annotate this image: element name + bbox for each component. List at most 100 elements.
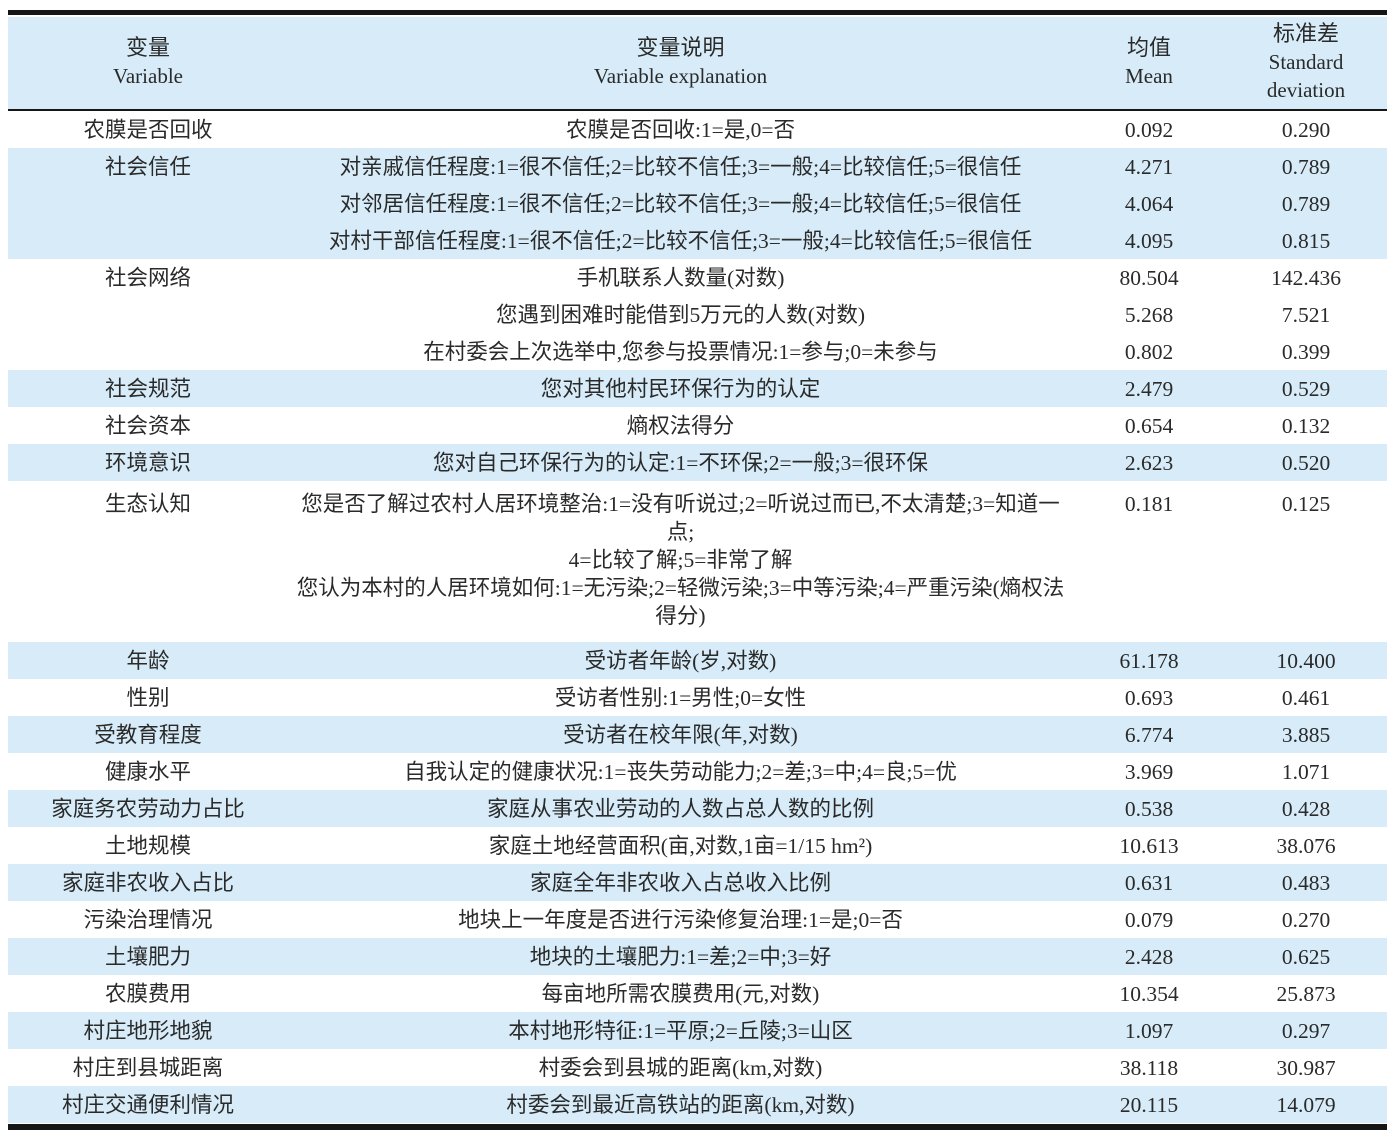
header-explanation: 变量说明 Variable explanation [288,17,1073,111]
explanation-cell: 您遇到困难时能借到5万元的人数(对数) [288,296,1073,333]
variable-cell: 受教育程度 [8,716,288,753]
sd-cell: 0.483 [1225,864,1387,901]
mean-cell: 4.095 [1073,222,1225,259]
table-row: 土地规模 家庭土地经营面积(亩,对数,1亩=1/15 hm²) 10.613 38.0… [8,827,1387,864]
explanation-cell: 对村干部信任程度:1=很不信任;2=比较不信任;3=一般;4=比较信任;5=很信… [288,222,1073,259]
table-row: 性别 受访者性别:1=男性;0=女性 0.693 0.461 [8,679,1387,716]
explanation-cell: 家庭全年非农收入占总收入比例 [288,864,1073,901]
mean-cell: 0.631 [1073,864,1225,901]
explanation-cell: 在村委会上次选举中,您参与投票情况:1=参与;0=未参与 [288,333,1073,370]
explanation-line: 对村干部信任程度:1=很不信任;2=比较不信任;3=一般;4=比较信任;5=很信… [328,228,1033,253]
table-body: 农膜是否回收 农膜是否回收:1=是,0=否 0.092 0.290 社会信任 对亲戚信任程… [8,110,1387,1123]
table-row: 村庄交通便利情况 村委会到最近高铁站的距离(km,对数) 20.115 14.079 [8,1086,1387,1123]
table-row: 对村干部信任程度:1=很不信任;2=比较不信任;3=一般;4=比较信任;5=很信… [8,222,1387,259]
table-row: 年龄 受访者年龄(岁,对数) 61.178 10.400 [8,642,1387,679]
table-row: 对邻居信任程度:1=很不信任;2=比较不信任;3=一般;4=比较信任;5=很信任… [8,185,1387,222]
explanation-cell: 手机联系人数量(对数) [288,259,1073,296]
mean-cell: 0.181 [1073,481,1225,642]
sd-cell: 0.132 [1225,407,1387,444]
sd-cell: 0.789 [1225,185,1387,222]
variable-cell: 家庭非农收入占比 [8,864,288,901]
explanation-cell: 您对其他村民环保行为的认定 [288,370,1073,407]
table-row: 您遇到困难时能借到5万元的人数(对数) 5.268 7.521 [8,296,1387,333]
mean-cell: 2.623 [1073,444,1225,481]
explanation-cell: 村委会到县城的距离(km,对数) [288,1049,1073,1086]
header-mean-en: Mean [1125,64,1173,88]
header-sd: 标准差 Standard deviation [1225,17,1387,111]
sd-cell: 0.428 [1225,790,1387,827]
explanation-line: 受访者性别:1=男性;0=女性 [554,685,807,710]
mean-cell: 0.538 [1073,790,1225,827]
sd-cell: 3.885 [1225,716,1387,753]
sd-cell: 0.461 [1225,679,1387,716]
explanation-line: 农膜是否回收:1=是,0=否 [565,117,796,142]
sd-cell: 0.625 [1225,938,1387,975]
table-header: 变量 Variable 变量说明 Variable explanation 均值… [8,17,1387,111]
sd-cell: 0.789 [1225,148,1387,185]
variable-cell: 性别 [8,679,288,716]
header-row: 变量 Variable 变量说明 Variable explanation 均值… [8,17,1387,111]
table-row: 农膜是否回收 农膜是否回收:1=是,0=否 0.092 0.290 [8,110,1387,148]
mean-cell: 2.479 [1073,370,1225,407]
explanation-line: 每亩地所需农膜费用(元,对数) [541,981,820,1006]
table-row: 土壤肥力 地块的土壤肥力:1=差;2=中;3=好 2.428 0.625 [8,938,1387,975]
header-variable-en: Variable [113,64,183,88]
sd-cell: 0.290 [1225,110,1387,148]
mean-cell: 2.428 [1073,938,1225,975]
variable-cell: 土地规模 [8,827,288,864]
sd-cell: 142.436 [1225,259,1387,296]
explanation-line: 家庭全年非农收入占总收入比例 [529,870,831,895]
explanation-line: 您遇到困难时能借到5万元的人数(对数) [495,302,866,327]
mean-cell: 0.092 [1073,110,1225,148]
mean-cell: 80.504 [1073,259,1225,296]
table-row: 社会网络 手机联系人数量(对数) 80.504 142.436 [8,259,1387,296]
explanation-cell: 受访者性别:1=男性;0=女性 [288,679,1073,716]
sd-cell: 0.529 [1225,370,1387,407]
variable-cell: 环境意识 [8,444,288,481]
explanation-cell: 家庭从事农业劳动的人数占总人数的比例 [288,790,1073,827]
summary-statistics-table-container: 变量 Variable 变量说明 Variable explanation 均值… [8,10,1387,1130]
header-sd-en: Standard deviation [1266,50,1346,102]
explanation-cell: 家庭土地经营面积(亩,对数,1亩=1/15 hm²) [288,827,1073,864]
variable-cell: 污染治理情况 [8,901,288,938]
sd-cell: 0.297 [1225,1012,1387,1049]
mean-cell: 0.654 [1073,407,1225,444]
sd-cell: 0.399 [1225,333,1387,370]
explanation-line: 您认为本村的人居环境如何:1=无污染;2=轻微污染;3=中等污染;4=严重污染(… [296,576,1065,628]
variable-cell: 健康水平 [8,753,288,790]
explanation-line: 本村地形特征:1=平原;2=丘陵;3=山区 [508,1018,853,1043]
variable-cell: 社会资本 [8,407,288,444]
header-explanation-zh: 变量说明 [636,35,725,60]
table-row: 村庄地形地貌 本村地形特征:1=平原;2=丘陵;3=山区 1.097 0.297 [8,1012,1387,1049]
explanation-line: 在村委会上次选举中,您参与投票情况:1=参与;0=未参与 [423,339,938,364]
explanation-cell: 本村地形特征:1=平原;2=丘陵;3=山区 [288,1012,1073,1049]
header-mean: 均值 Mean [1073,17,1225,111]
explanation-line: 对邻居信任程度:1=很不信任;2=比较不信任;3=一般;4=比较信任;5=很信任 [339,191,1022,216]
mean-cell: 5.268 [1073,296,1225,333]
header-variable-zh: 变量 [125,35,170,60]
variable-cell [8,185,288,222]
sd-cell: 25.873 [1225,975,1387,1012]
explanation-cell: 农膜是否回收:1=是,0=否 [288,110,1073,148]
sd-cell: 0.270 [1225,901,1387,938]
explanation-cell: 自我认定的健康状况:1=丧失劳动能力;2=差;3=中;4=良;5=优 [288,753,1073,790]
variable-cell: 生态认知 [8,481,288,642]
mean-cell: 10.613 [1073,827,1225,864]
table-row: 社会资本 熵权法得分 0.654 0.132 [8,407,1387,444]
table-row: 环境意识 您对自己环保行为的认定:1=不环保;2=一般;3=很环保 2.623 0.5… [8,444,1387,481]
header-variable: 变量 Variable [8,17,288,111]
variable-cell: 土壤肥力 [8,938,288,975]
mean-cell: 6.774 [1073,716,1225,753]
explanation-cell: 地块上一年度是否进行污染修复治理:1=是;0=否 [288,901,1073,938]
variable-cell: 家庭务农劳动力占比 [8,790,288,827]
explanation-cell: 您对自己环保行为的认定:1=不环保;2=一般;3=很环保 [288,444,1073,481]
explanation-line: 您是否了解过农村人居环境整治:1=没有听说过;2=听说过而已,不太清楚;3=知道… [301,492,1060,544]
mean-cell: 1.097 [1073,1012,1225,1049]
mean-cell: 0.693 [1073,679,1225,716]
table-row: 在村委会上次选举中,您参与投票情况:1=参与;0=未参与 0.802 0.399 [8,333,1387,370]
explanation-line: 地块上一年度是否进行污染修复治理:1=是;0=否 [458,907,903,932]
mean-cell: 3.969 [1073,753,1225,790]
variable-cell: 社会规范 [8,370,288,407]
explanation-line: 对亲戚信任程度:1=很不信任;2=比较不信任;3=一般;4=比较信任;5=很信任 [339,154,1022,179]
explanation-line: 4=比较了解;5=非常了解 [568,548,793,572]
